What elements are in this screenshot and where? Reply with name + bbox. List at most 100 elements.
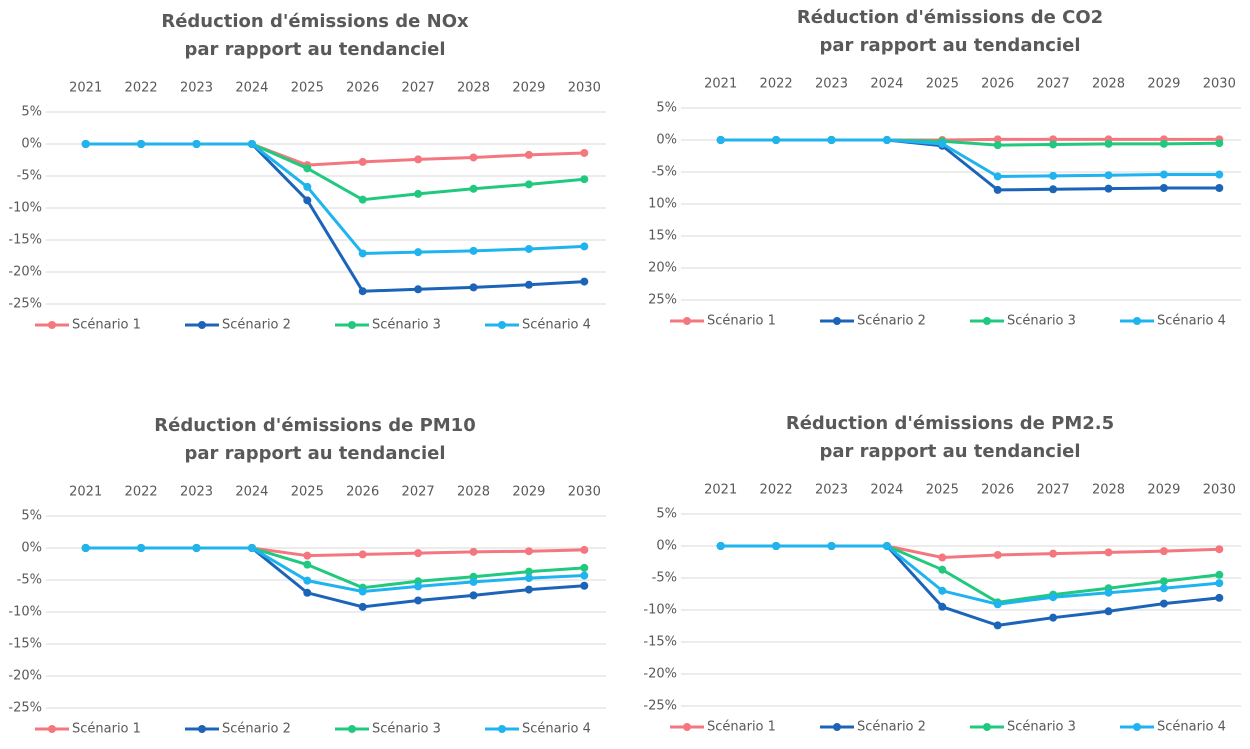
data-point — [938, 586, 947, 595]
x-tick-label: 2026 — [981, 483, 1014, 498]
x-tick-label: 2023 — [815, 77, 848, 92]
x-tick-label: 2021 — [69, 485, 102, 500]
data-point — [469, 283, 478, 292]
data-point — [580, 242, 589, 251]
x-tick-label: 2024 — [235, 485, 268, 500]
data-point — [81, 544, 90, 552]
data-point — [358, 287, 367, 296]
data-point — [247, 544, 256, 552]
chart-title: Réduction d'émissions de NOx — [161, 11, 469, 32]
legend-marker — [1133, 317, 1141, 325]
data-point — [772, 136, 781, 144]
data-point — [524, 585, 533, 594]
data-point — [303, 588, 312, 597]
data-point — [882, 542, 891, 550]
x-tick-label: 2023 — [815, 483, 848, 498]
data-point — [137, 544, 146, 552]
legend-label: Scénario 4 — [1157, 720, 1226, 735]
data-point — [469, 246, 478, 255]
y-tick-label: 20% — [648, 261, 677, 276]
y-tick-label: 5% — [656, 101, 677, 116]
chart-subtitle: par rapport au tendanciel — [185, 39, 446, 60]
data-point — [469, 591, 478, 600]
data-point — [524, 547, 533, 556]
y-tick-label: 0% — [21, 541, 42, 556]
x-tick-label: 2030 — [1203, 77, 1236, 92]
y-tick-label: 0% — [656, 133, 677, 148]
y-tick-label: 10% — [648, 197, 677, 212]
y-tick-label: -15% — [8, 637, 42, 652]
y-tick-label: -25% — [643, 699, 677, 714]
series-line — [720, 138, 1220, 192]
data-point — [303, 164, 312, 173]
series-line — [85, 142, 585, 255]
data-point — [938, 565, 947, 574]
legend-label: Scénario 2 — [222, 722, 291, 737]
x-tick-label: 2025 — [291, 81, 324, 96]
data-point — [1159, 139, 1168, 148]
data-point — [414, 582, 423, 591]
data-point — [580, 581, 589, 590]
x-tick-label: 2026 — [346, 485, 379, 500]
series-line — [720, 138, 1220, 178]
series-line — [720, 544, 1220, 604]
data-point — [938, 553, 947, 562]
x-tick-label: 2029 — [1147, 77, 1180, 92]
legend-marker — [833, 723, 841, 731]
data-point — [1049, 549, 1058, 558]
x-tick-label: 2030 — [568, 81, 601, 96]
data-point — [938, 602, 947, 611]
data-point — [524, 567, 533, 576]
x-tick-label: 2030 — [1203, 483, 1236, 498]
legend-marker — [348, 725, 356, 733]
data-point — [1104, 184, 1113, 193]
legend-marker — [983, 317, 991, 325]
x-tick-label: 2028 — [1092, 77, 1125, 92]
x-tick-label: 2021 — [69, 81, 102, 96]
data-point — [1215, 579, 1224, 588]
data-point — [81, 140, 90, 148]
x-tick-label: 2029 — [512, 81, 545, 96]
y-tick-label: -15% — [8, 233, 42, 248]
y-tick-label: -20% — [8, 669, 42, 684]
data-point — [524, 574, 533, 583]
data-point — [524, 280, 533, 289]
data-point — [993, 550, 1002, 559]
y-tick-label: 0% — [21, 137, 42, 152]
x-tick-label: 2026 — [346, 81, 379, 96]
y-tick-label: -5% — [652, 571, 677, 586]
data-point — [1104, 139, 1113, 148]
legend-label: Scénario 4 — [1157, 314, 1226, 329]
data-point — [1049, 593, 1058, 602]
data-point — [469, 547, 478, 556]
x-tick-label: 2025 — [926, 483, 959, 498]
x-tick-label: 2029 — [1147, 483, 1180, 498]
y-tick-label: 5% — [21, 105, 42, 120]
data-point — [358, 587, 367, 596]
legend-label: Scénario 2 — [857, 720, 926, 735]
y-tick-label: -20% — [8, 265, 42, 280]
data-point — [827, 136, 836, 144]
x-tick-label: 2024 — [235, 81, 268, 96]
y-tick-label: -20% — [643, 667, 677, 682]
series-line — [720, 544, 1220, 560]
data-point — [716, 136, 725, 144]
x-tick-label: 2029 — [512, 485, 545, 500]
chart-subtitle: par rapport au tendanciel — [820, 35, 1081, 56]
x-tick-label: 2022 — [125, 81, 158, 96]
legend-label: Scénario 4 — [522, 318, 591, 333]
legend-label: Scénario 1 — [72, 318, 141, 333]
data-point — [192, 544, 201, 552]
y-tick-label: 5% — [21, 509, 42, 524]
data-point — [1215, 593, 1224, 602]
data-point — [993, 600, 1002, 609]
data-point — [192, 140, 201, 148]
x-tick-label: 2022 — [760, 483, 793, 498]
data-point — [358, 249, 367, 258]
series-line — [720, 544, 1220, 606]
x-tick-label: 2028 — [1092, 483, 1125, 498]
data-point — [580, 148, 589, 157]
data-point — [1159, 599, 1168, 608]
data-point — [1104, 588, 1113, 597]
y-tick-label: 25% — [648, 293, 677, 308]
